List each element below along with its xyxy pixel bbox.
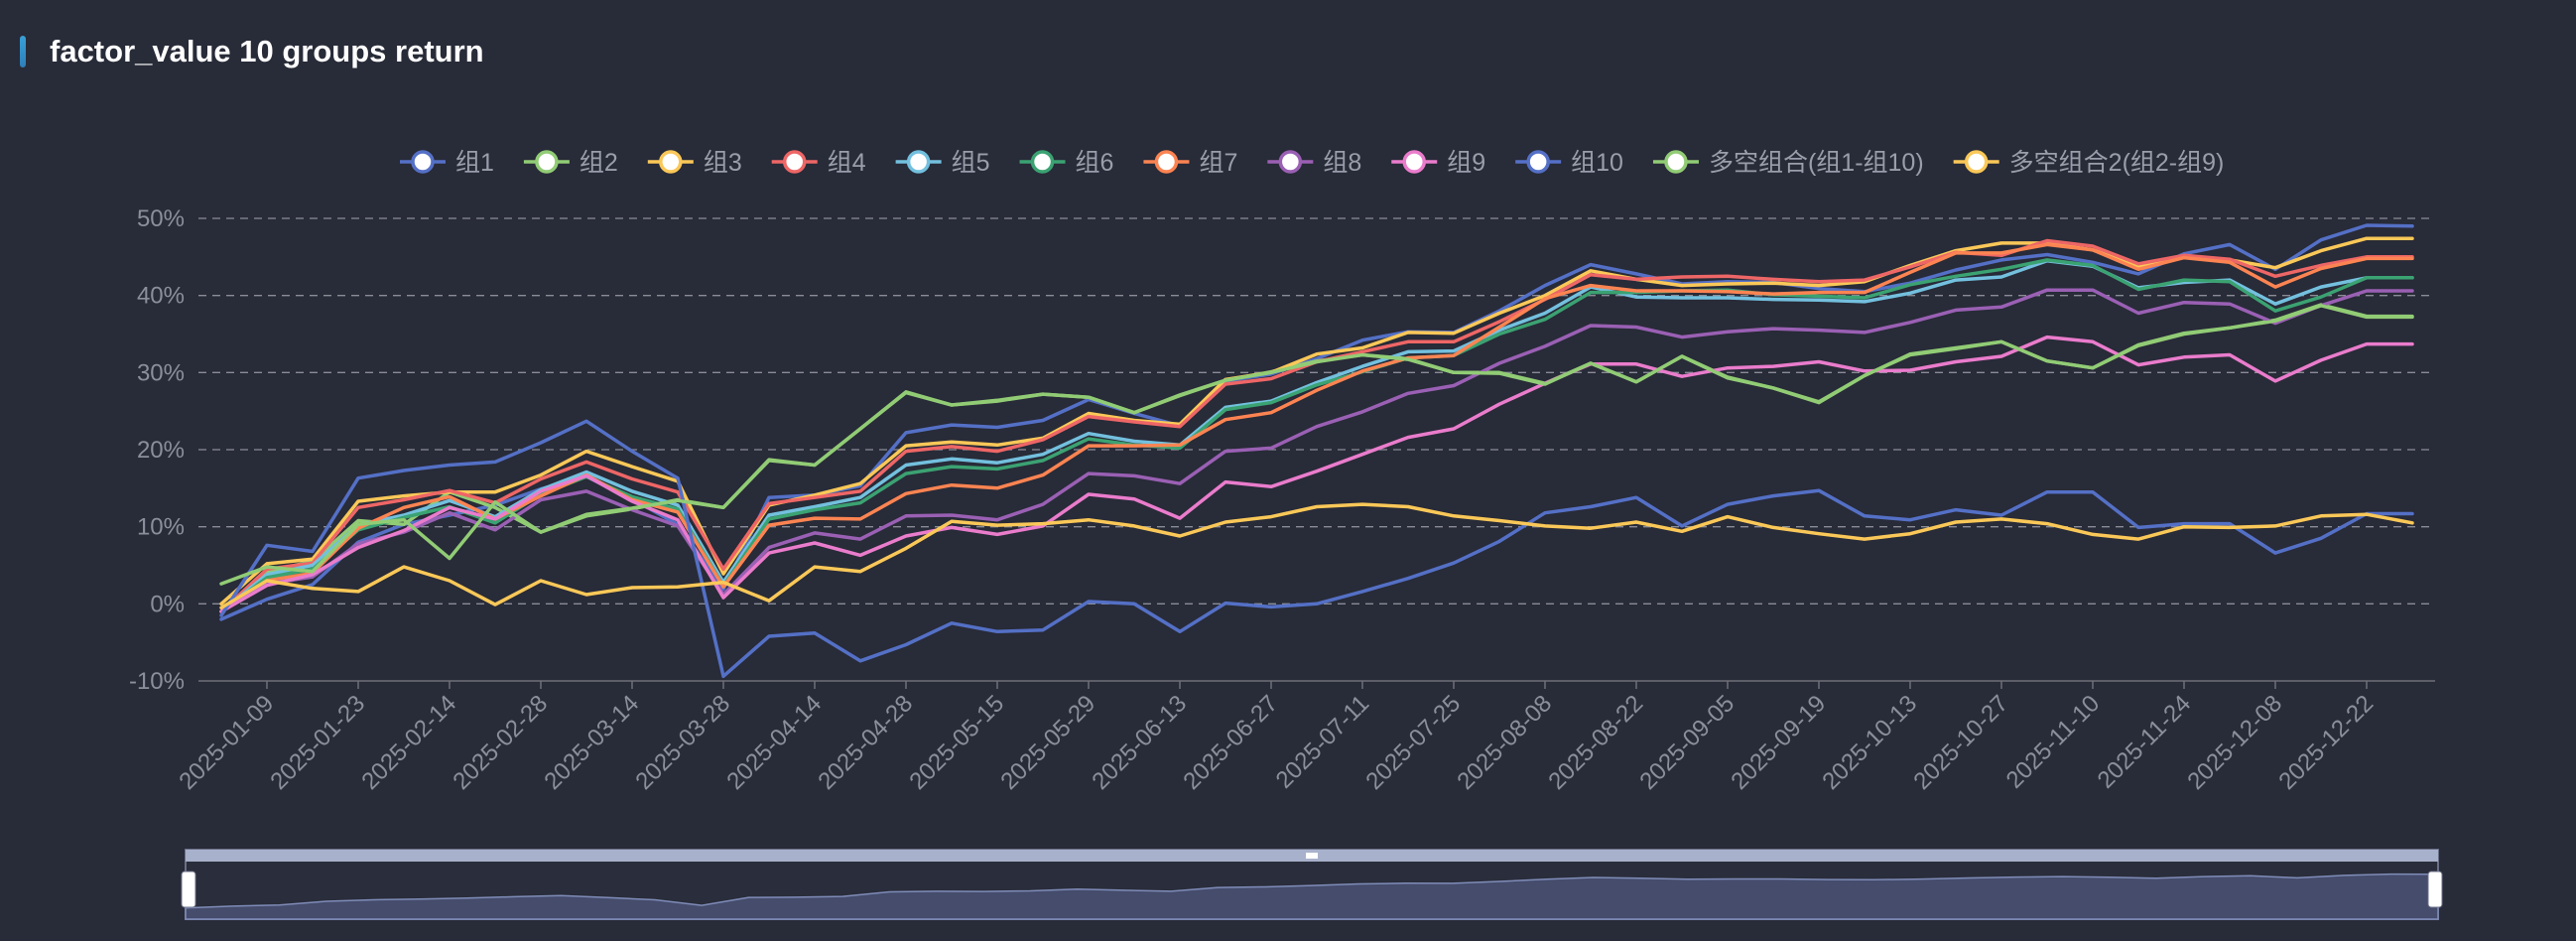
legend-marker xyxy=(535,150,559,174)
y-tick-label: 40% xyxy=(137,283,185,310)
legend-label: 组8 xyxy=(1323,149,1361,177)
x-tick-label: 2025-02-28 xyxy=(448,690,553,795)
legend-label: 组5 xyxy=(952,149,990,177)
legend-marker xyxy=(1964,150,1989,174)
legend-item[interactable]: 组5 xyxy=(895,149,990,177)
legend-marker xyxy=(1664,150,1688,174)
x-tick-label: 2025-12-08 xyxy=(2182,690,2287,795)
data-zoom-slider[interactable] xyxy=(181,849,2443,920)
legend-label: 组6 xyxy=(1076,149,1114,177)
y-tick-label: 0% xyxy=(150,591,185,617)
x-tick-label: 2025-12-22 xyxy=(2273,690,2379,795)
series-line xyxy=(219,303,2414,613)
series-line xyxy=(219,258,2414,613)
x-tick-label: 2025-04-14 xyxy=(721,690,827,795)
legend-marker xyxy=(659,150,683,174)
legend-marker xyxy=(1154,150,1179,174)
x-tick-label: 2025-07-11 xyxy=(1271,690,1375,794)
legend-item[interactable]: 组1 xyxy=(400,149,494,177)
x-tick-label: 2025-07-25 xyxy=(1360,690,1466,795)
legend-label: 组4 xyxy=(828,149,866,177)
x-tick-label: 2025-04-28 xyxy=(813,690,918,795)
legend-item[interactable]: 多空组合(组1-组10) xyxy=(1652,149,1924,177)
chart-title: factor_value 10 groups return xyxy=(50,34,484,68)
x-tick-label: 2025-11-10 xyxy=(2001,690,2106,794)
legend-item[interactable]: 组3 xyxy=(647,149,742,177)
legend-label: 多空组合(组1-组10) xyxy=(1709,149,1924,177)
x-tick-label: 2025-03-28 xyxy=(630,690,735,795)
legend-item[interactable]: 组4 xyxy=(771,149,866,177)
zoom-handle-left[interactable] xyxy=(181,871,196,908)
legend-item[interactable]: 组6 xyxy=(1019,149,1114,177)
legend-item[interactable]: 组2 xyxy=(523,149,618,177)
series-line xyxy=(219,258,2414,613)
legend-item[interactable]: 多空组合2(组2-组9) xyxy=(1953,149,2225,177)
legend-item[interactable]: 组9 xyxy=(1391,149,1485,177)
legend-item[interactable]: 组8 xyxy=(1267,149,1361,177)
y-tick-label: 50% xyxy=(137,205,185,232)
series-line xyxy=(219,304,2414,586)
x-tick-label: 2025-03-14 xyxy=(539,690,644,795)
series-line xyxy=(219,223,2414,621)
legend: 组1 组2 组3 组4 组5 组6 组7 组8 组9 组10 多空组合(组1-组10) 多空组合2(组… xyxy=(400,149,2224,177)
series-line xyxy=(219,288,2414,613)
zoom-preview-area xyxy=(185,873,2439,920)
y-tick-label: 30% xyxy=(137,359,185,386)
x-tick-label: 2025-02-14 xyxy=(356,690,461,795)
legend-label: 组9 xyxy=(1447,149,1485,177)
legend-label: 多空组合2(组2-组9) xyxy=(2009,149,2225,177)
series-line xyxy=(219,236,2414,606)
series-lines xyxy=(219,223,2414,679)
legend-item[interactable]: 组7 xyxy=(1143,149,1237,177)
chart-title-bar: factor_value 10 groups return xyxy=(20,32,484,71)
x-tick-label: 2025-06-27 xyxy=(1178,690,1283,795)
legend-label: 组7 xyxy=(1199,149,1237,177)
series-line xyxy=(219,419,2414,679)
x-tick-label: 2025-01-09 xyxy=(174,690,279,795)
series-line xyxy=(219,335,2414,613)
y-axis: -10% 0% 10% 20% 30% 40% 50% xyxy=(129,205,185,695)
legend-label: 组3 xyxy=(704,149,742,177)
x-tick-label: 2025-08-22 xyxy=(1543,690,1648,795)
x-tick-label: 2025-11-24 xyxy=(2093,690,2197,794)
x-tick-label: 2025-10-27 xyxy=(1908,690,2013,795)
grip-icon xyxy=(1306,853,1318,859)
grid-lines xyxy=(198,217,2435,682)
x-tick-label: 2025-01-23 xyxy=(265,690,370,795)
legend-item[interactable]: 组10 xyxy=(1515,149,1623,177)
x-tick-label: 2025-05-29 xyxy=(995,690,1100,795)
legend-label: 组2 xyxy=(580,149,618,177)
x-tick-label: 2025-08-08 xyxy=(1452,690,1557,795)
legend-marker xyxy=(411,150,435,174)
y-tick-label: 20% xyxy=(137,437,185,464)
legend-marker xyxy=(1402,150,1426,174)
x-axis: 2025-01-092025-01-232025-02-142025-02-28… xyxy=(174,681,2379,795)
y-tick-label: 10% xyxy=(137,514,185,541)
y-tick-label: -10% xyxy=(129,668,185,695)
x-tick-label: 2025-10-13 xyxy=(1817,690,1922,795)
legend-marker xyxy=(1278,150,1303,174)
x-tick-label: 2025-09-19 xyxy=(1726,690,1831,795)
zoom-handle-right[interactable] xyxy=(2427,871,2443,908)
legend-marker xyxy=(782,150,807,174)
series-line xyxy=(219,502,2414,609)
x-tick-label: 2025-09-05 xyxy=(1634,690,1739,795)
x-tick-label: 2025-06-13 xyxy=(1087,690,1192,795)
legend-marker xyxy=(1526,150,1550,174)
legend-label: 组10 xyxy=(1571,149,1623,177)
x-tick-label: 2025-05-15 xyxy=(904,690,1009,795)
title-accent-bar xyxy=(20,36,26,67)
legend-marker xyxy=(1030,150,1055,174)
legend-label: 组1 xyxy=(455,149,494,177)
legend-marker xyxy=(906,150,931,174)
